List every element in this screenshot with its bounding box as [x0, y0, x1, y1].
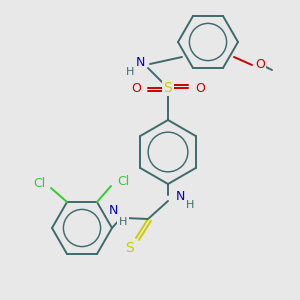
- Text: O: O: [195, 82, 205, 94]
- Text: N: N: [135, 56, 145, 70]
- Text: H: H: [119, 217, 127, 227]
- Text: Cl: Cl: [33, 176, 45, 190]
- Text: N: N: [175, 190, 185, 203]
- Text: H: H: [126, 67, 134, 77]
- Text: N: N: [108, 203, 118, 217]
- Text: S: S: [164, 81, 172, 95]
- Text: O: O: [131, 82, 141, 94]
- Text: S: S: [124, 241, 134, 255]
- Text: Cl: Cl: [117, 175, 129, 188]
- Text: H: H: [186, 200, 194, 210]
- Text: O: O: [255, 58, 265, 71]
